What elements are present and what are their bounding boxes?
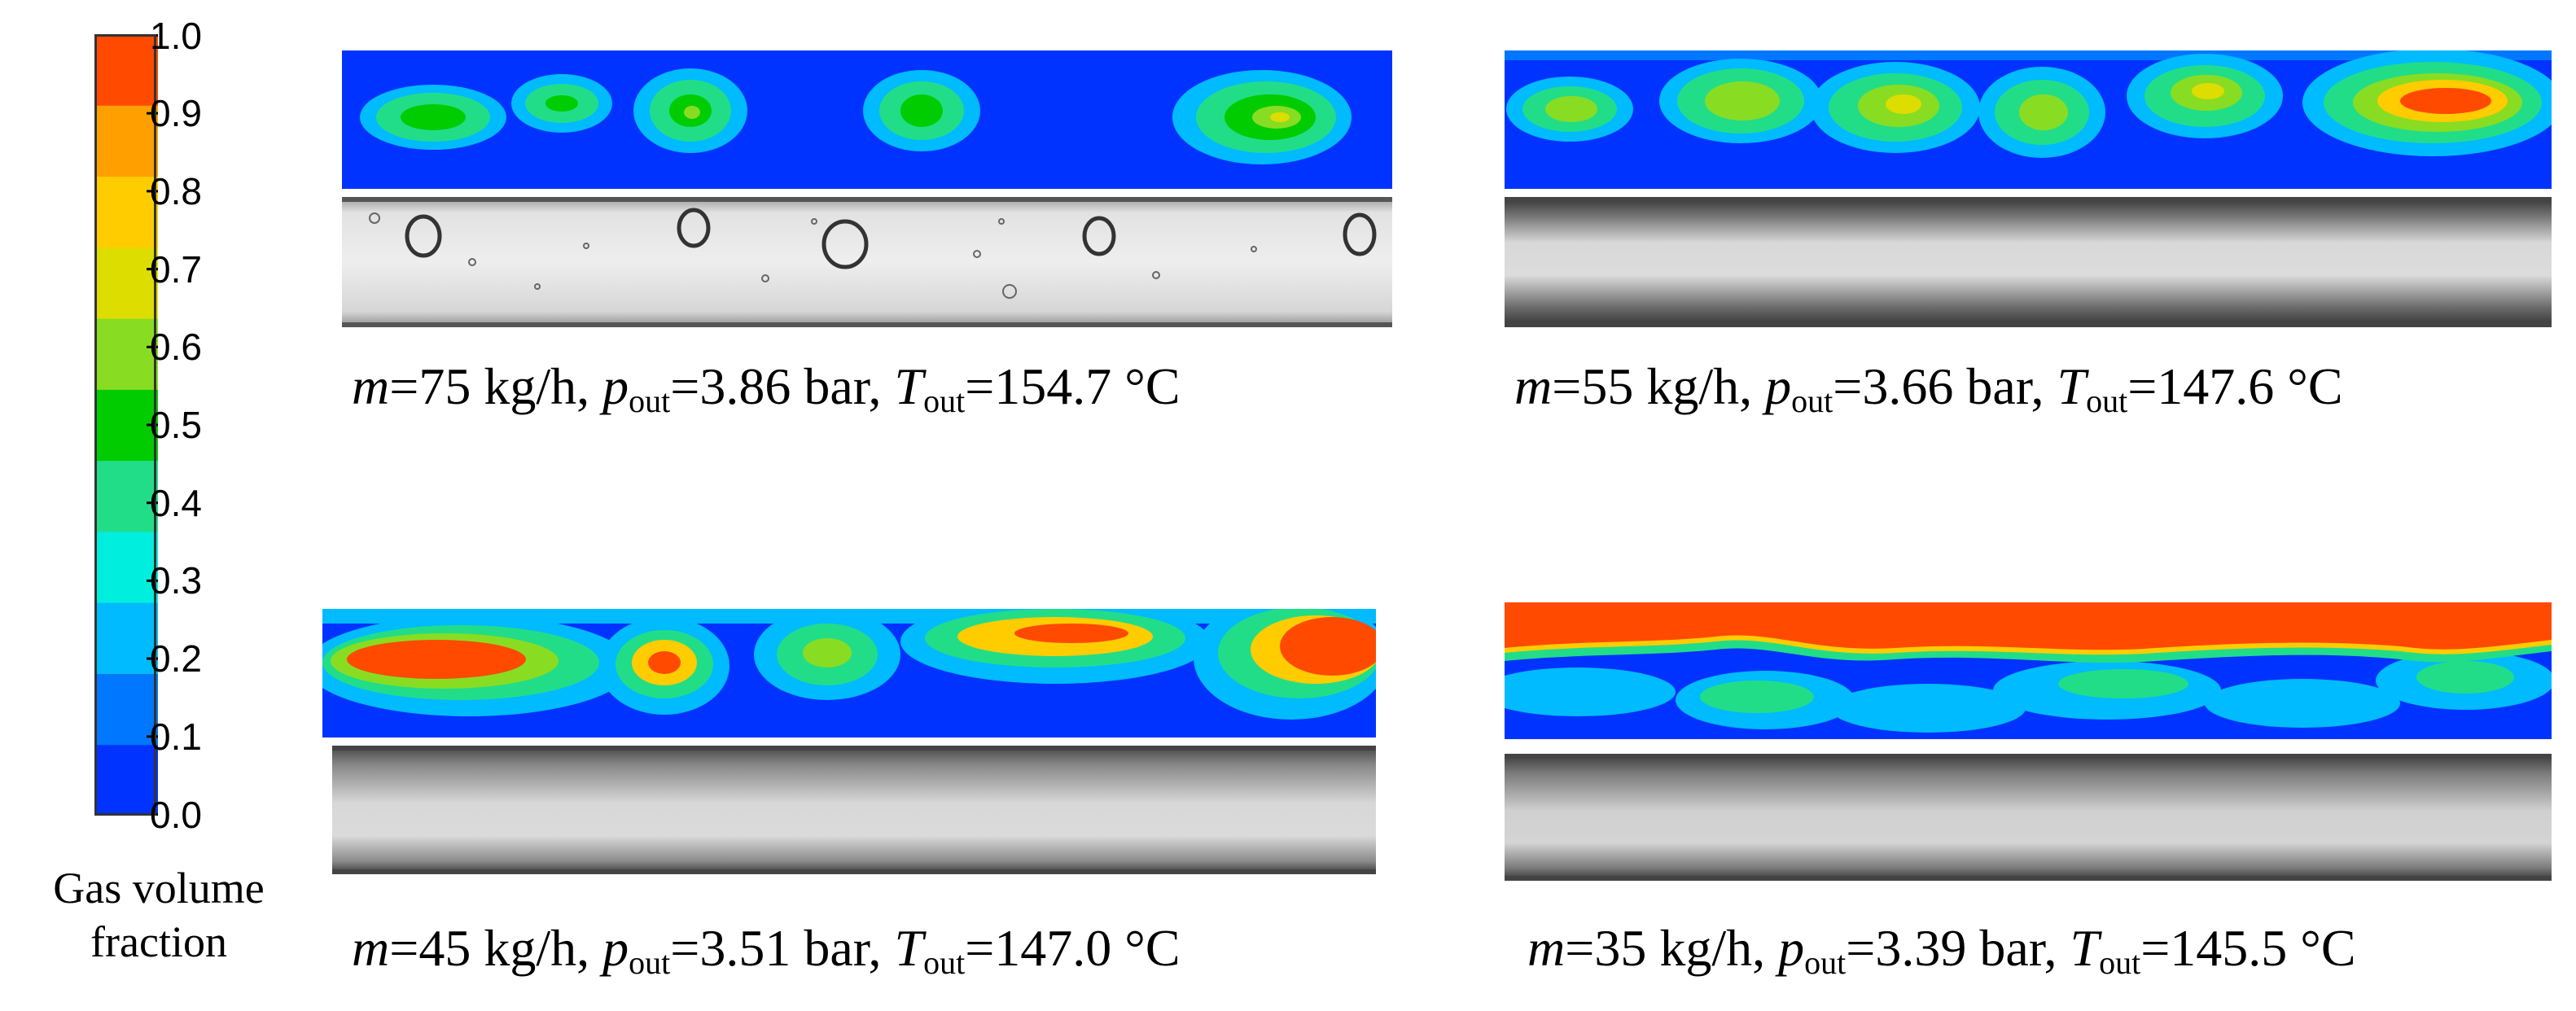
- temperature-symbol: T: [894, 357, 924, 415]
- pressure-subscript: out: [629, 944, 671, 981]
- temperature-value: =147.0 °C: [965, 919, 1181, 977]
- colorbar-band: [94, 531, 158, 603]
- colorbar-tick-label: 0.4: [150, 481, 202, 524]
- caption-35kgh: m=35 kg/h, pout=3.39 bar, Tout=145.5 °C: [1527, 920, 2356, 991]
- colorbar-band: [94, 744, 158, 816]
- temperature-symbol: T: [894, 919, 924, 977]
- simulation-contour: [322, 609, 1376, 737]
- pressure-subscript: out: [629, 383, 671, 419]
- pressure-value: =3.39 bar,: [1846, 919, 2070, 977]
- colorbar-tick-label: 0.8: [150, 169, 202, 212]
- simulation-contour: [1505, 602, 2552, 739]
- temperature-subscript: out: [923, 944, 966, 981]
- mass-flow-value: =45 kg/h,: [389, 919, 603, 977]
- mass-flow-symbol: m: [1527, 919, 1566, 977]
- colorbar-tick-label: 1.0: [150, 14, 202, 57]
- colorbar-tick-label: 0.7: [150, 247, 202, 291]
- pressure-subscript: out: [1804, 944, 1847, 981]
- simulation-contour: [342, 50, 1392, 189]
- temperature-symbol: T: [2057, 357, 2087, 415]
- colorbar-band: [94, 105, 158, 177]
- colorbar-band: [94, 460, 158, 532]
- pressure-symbol: p: [602, 919, 629, 977]
- temperature-symbol: T: [2070, 919, 2100, 977]
- temperature-value: =154.7 °C: [965, 357, 1181, 415]
- experimental-photo: [1505, 197, 2552, 327]
- colorbar-band: [94, 602, 158, 674]
- pressure-symbol: p: [1765, 357, 1792, 415]
- temperature-subscript: out: [2099, 944, 2141, 981]
- pressure-symbol: p: [602, 357, 629, 415]
- pressure-value: =3.66 bar,: [1833, 357, 2057, 415]
- mass-flow-symbol: m: [352, 919, 390, 977]
- colorbar-tick-label: 0.0: [150, 793, 202, 836]
- pressure-value: =3.86 bar,: [670, 357, 895, 415]
- colorbar: [94, 34, 158, 816]
- mass-flow-value: =35 kg/h,: [1565, 919, 1779, 977]
- temperature-subscript: out: [923, 383, 966, 419]
- temperature-value: =145.5 °C: [2140, 919, 2356, 977]
- colorbar-band: [94, 176, 158, 248]
- mass-flow-value: =75 kg/h,: [389, 357, 603, 415]
- pressure-subscript: out: [1791, 383, 1833, 419]
- caption-75kgh: m=75 kg/h, pout=3.86 bar, Tout=154.7 °C: [352, 358, 1181, 430]
- experimental-photo: [332, 746, 1376, 874]
- colorbar-tick-label: 0.2: [150, 637, 202, 681]
- colorbar-tick-label: 0.1: [150, 715, 202, 758]
- mass-flow-value: =55 kg/h,: [1552, 357, 1766, 415]
- temperature-subscript: out: [2086, 383, 2128, 419]
- mass-flow-symbol: m: [1514, 357, 1553, 415]
- colorbar-band: [94, 34, 158, 106]
- simulation-contour: [1505, 50, 2552, 189]
- colorbar-band: [94, 673, 158, 746]
- experimental-photo: [342, 197, 1392, 327]
- colorbar-title-line1: Gas volume: [53, 864, 265, 913]
- pressure-value: =3.51 bar,: [670, 919, 895, 977]
- experimental-photo: [1505, 754, 2552, 881]
- colorbar-tick-label: 0.3: [150, 559, 202, 602]
- temperature-value: =147.6 °C: [2127, 357, 2343, 415]
- colorbar-title: Gas volume fraction: [0, 861, 318, 969]
- colorbar-band: [94, 318, 158, 390]
- mass-flow-symbol: m: [352, 357, 390, 415]
- caption-55kgh: m=55 kg/h, pout=3.66 bar, Tout=147.6 °C: [1514, 358, 2343, 430]
- colorbar-band: [94, 247, 158, 319]
- colorbar-tick-label: 0.5: [150, 404, 202, 446]
- colorbar-tick-label: 0.6: [150, 326, 202, 369]
- colorbar-tick-label: 0.9: [150, 92, 202, 135]
- caption-45kgh: m=45 kg/h, pout=3.51 bar, Tout=147.0 °C: [352, 920, 1181, 991]
- colorbar-title-line2: fraction: [90, 917, 227, 966]
- pressure-symbol: p: [1778, 919, 1805, 977]
